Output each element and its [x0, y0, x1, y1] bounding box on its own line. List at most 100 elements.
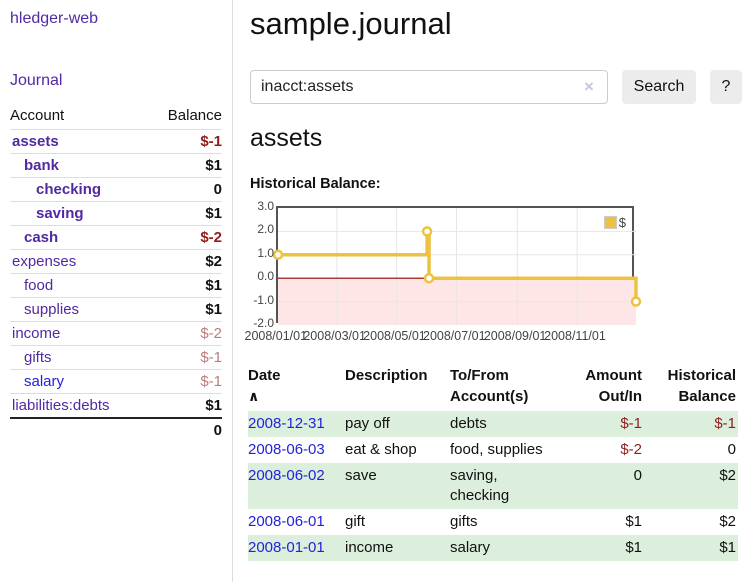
register-description-cell: gift	[345, 513, 366, 530]
register-balance-cell: 0	[727, 441, 736, 458]
sidebar-account-balance: $1	[147, 273, 222, 298]
register-accounts-cell: food, supplies	[450, 441, 543, 458]
data-point-marker	[421, 226, 433, 237]
register-accounts-cell: saving, checking	[450, 467, 510, 504]
register-header-accounts: To/From Account(s)	[450, 367, 529, 405]
y-axis-label: -2.0	[253, 316, 274, 330]
chart-canvas	[272, 208, 642, 325]
y-axis-label: 1.0	[257, 245, 274, 260]
sidebar-account-link[interactable]: salary	[24, 373, 65, 390]
sidebar-account-link[interactable]: cash	[24, 229, 59, 246]
register-body: 2008-12-31 pay off debts $-1 $-1 2008-06-03 ea…	[248, 411, 738, 561]
accounts-header-balance: Balance	[167, 107, 222, 124]
clear-search-icon[interactable]: ×	[584, 77, 594, 96]
register-balance-cell: $1	[719, 539, 736, 556]
register-header-amount: Amount Out/In	[585, 367, 642, 405]
register-date-link[interactable]: 2008-06-03	[248, 441, 325, 458]
sidebar-account-row: income $-2	[10, 321, 222, 346]
sidebar-account-balance: $-1	[147, 129, 222, 154]
register-amount-cell: 0	[633, 467, 642, 484]
app-brand-link[interactable]: hledger-web	[10, 10, 99, 27]
chart-plot: $	[272, 206, 642, 325]
sidebar-account-balance: $-1	[147, 345, 222, 370]
register-header-description: Description	[345, 367, 428, 384]
legend-label: $	[618, 215, 626, 230]
data-point-marker	[423, 272, 435, 284]
x-axis-label: 2008/11/01	[544, 329, 606, 343]
sidebar-account-row: expenses $2	[10, 249, 222, 274]
sidebar-account-balance: $1	[147, 153, 222, 178]
register-date-link[interactable]: 2008-06-01	[248, 513, 325, 530]
y-axis-label: 2.0	[257, 222, 274, 237]
sidebar-account-link[interactable]: income	[12, 325, 61, 342]
register-date-cell: 2008-01-01	[248, 535, 345, 561]
sidebar-account-row: saving $1	[10, 201, 222, 226]
sidebar-account-row: checking 0	[10, 177, 222, 202]
sidebar-account-cell: supplies	[10, 297, 148, 322]
accounts-total-value: 0	[147, 417, 222, 442]
sidebar-account-link[interactable]: expenses	[12, 253, 77, 270]
accounts-table: Account Balance assets $-1 bank $1 checking 0…	[10, 103, 222, 442]
sidebar-account-row: liabilities:debts $1	[10, 393, 222, 418]
chart-title: Historical Balance:	[250, 176, 381, 192]
y-axis-label: -1.0	[253, 292, 274, 307]
sidebar-account-cell: expenses	[10, 249, 148, 274]
sidebar-account-cell: income	[10, 321, 148, 346]
register-date-link[interactable]: 2008-01-01	[248, 539, 325, 556]
sidebar-account-link[interactable]: gifts	[24, 349, 52, 366]
sidebar-account-balance: $1	[147, 201, 222, 226]
sidebar-account-cell: cash	[10, 225, 148, 250]
help-button[interactable]: ?	[710, 70, 742, 104]
sidebar-accounts-body: assets $-1 bank $1 checking 0 saving $1 cash $-2 e…	[10, 129, 222, 418]
register-description-cell: pay off	[345, 415, 390, 432]
register-accounts-cell: debts	[450, 415, 487, 432]
sidebar-account-link[interactable]: bank	[24, 157, 60, 174]
search-input[interactable]	[250, 70, 608, 104]
register-header-date[interactable]: Date ∧	[248, 362, 345, 411]
table-row: 2008-01-01 income salary $1 $1	[248, 535, 738, 561]
sidebar-account-balance: $1	[147, 393, 222, 418]
nav-journal-link[interactable]: Journal	[10, 72, 63, 89]
register-date-link[interactable]: 2008-06-02	[248, 467, 325, 484]
sidebar-account-cell: food	[10, 273, 148, 298]
data-point-marker	[272, 249, 284, 261]
search-button[interactable]: Search	[622, 70, 696, 104]
register-date-cell: 2008-06-01	[248, 509, 345, 535]
register-header-balance: Historical Balance	[667, 367, 736, 405]
register-accounts-cell: gifts	[450, 513, 478, 530]
register-accounts-cell: salary	[450, 539, 491, 556]
register-balance-cell: $-1	[714, 415, 736, 432]
sidebar-account-row: food $1	[10, 273, 222, 298]
sidebar-account-link[interactable]: supplies	[24, 301, 80, 318]
register-date-cell: 2008-12-31	[248, 411, 345, 437]
table-row: 2008-06-01 gift gifts $1 $2	[248, 509, 738, 535]
sidebar-account-cell: gifts	[10, 345, 148, 370]
sidebar-account-cell: assets	[10, 129, 148, 154]
register-date-cell: 2008-06-03	[248, 437, 345, 463]
sidebar-account-link[interactable]: saving	[36, 205, 84, 222]
sidebar-account-cell: liabilities:debts	[10, 393, 148, 418]
sidebar-account-link[interactable]: checking	[36, 181, 102, 198]
sidebar-account-link[interactable]: assets	[12, 133, 59, 150]
register-description-cell: save	[345, 467, 377, 484]
sidebar-account-link[interactable]: food	[24, 277, 54, 294]
sidebar-account-row: supplies $1	[10, 297, 222, 322]
sidebar-account-balance: $1	[147, 297, 222, 322]
account-heading: assets	[250, 124, 323, 152]
sidebar-account-balance: $-2	[147, 321, 222, 346]
accounts-header-row: Account Balance	[10, 103, 222, 130]
register-amount-cell: $1	[625, 513, 642, 530]
sidebar-account-balance: $-2	[147, 225, 222, 250]
register-date-link[interactable]: 2008-12-31	[248, 415, 325, 432]
data-point-marker	[630, 296, 642, 307]
register-description-cell: eat & shop	[345, 441, 417, 458]
register-description-cell: income	[345, 539, 394, 556]
sidebar-account-balance: $-1	[147, 369, 222, 394]
sidebar-account-link[interactable]: liabilities:debts	[12, 397, 110, 414]
register-balance-cell: $2	[719, 513, 736, 530]
sidebar-account-row: gifts $-1	[10, 345, 222, 370]
register-amount-cell: $-2	[620, 441, 642, 458]
table-row: 2008-06-02 save saving, checking 0 $2	[248, 463, 738, 509]
accounts-total-spacer	[10, 417, 148, 442]
sidebar: hledger-web Journal Account Balance asse…	[0, 0, 233, 582]
